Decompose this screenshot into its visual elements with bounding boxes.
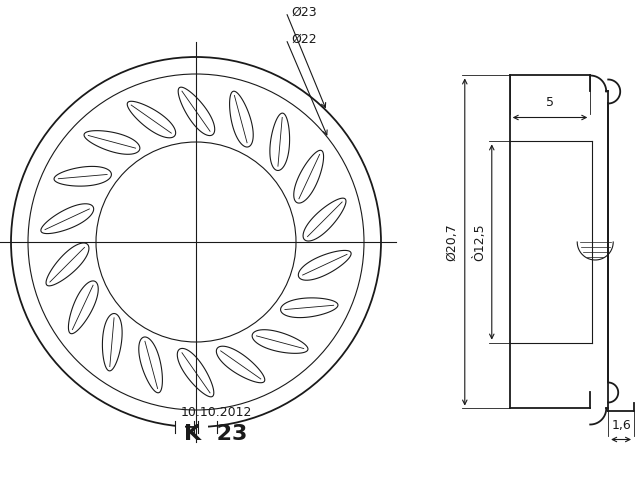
Text: 1,6: 1,6 [611, 418, 631, 431]
Text: Ø22: Ø22 [291, 33, 317, 45]
Text: K  23: K 23 [184, 424, 248, 444]
Text: Ø20,7: Ø20,7 [446, 223, 459, 261]
Bar [175, 421, 185, 433]
Text: 5: 5 [546, 96, 554, 110]
Text: Ò12,5: Ò12,5 [473, 223, 486, 261]
Text: Ø23: Ø23 [291, 5, 317, 18]
Text: 10.10.2012: 10.10.2012 [180, 406, 252, 418]
Bar [198, 421, 208, 433]
